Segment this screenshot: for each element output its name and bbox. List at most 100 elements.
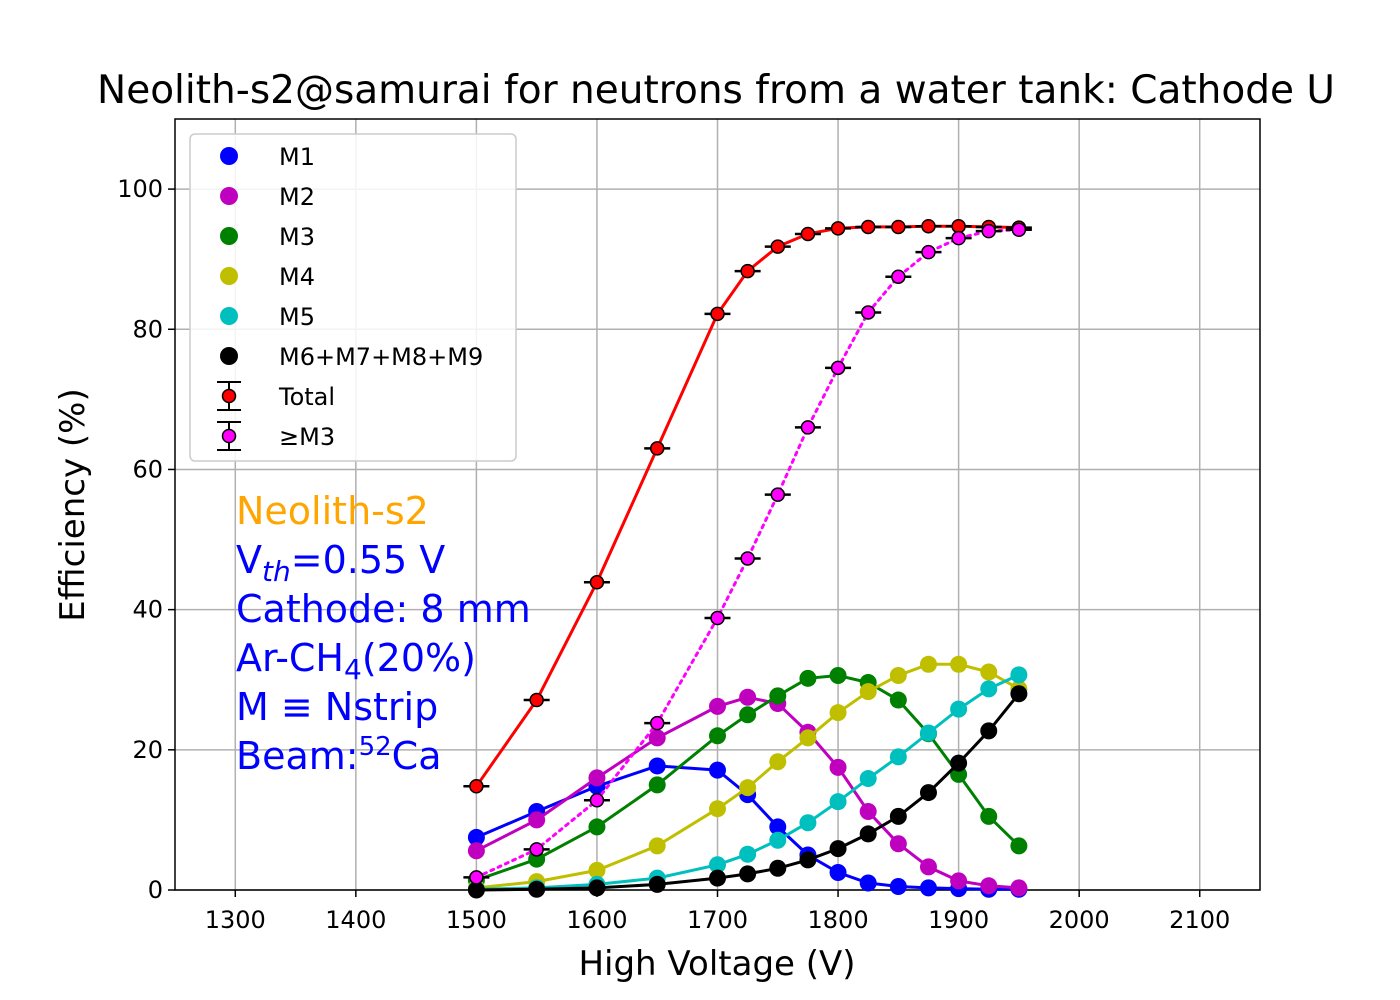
legend-label: M2 xyxy=(279,183,315,211)
data-point xyxy=(799,729,817,747)
x-tick-label: 1600 xyxy=(566,906,627,934)
data-point xyxy=(740,551,755,566)
data-point xyxy=(829,758,847,776)
x-tick-label: 1700 xyxy=(687,906,748,934)
data-point xyxy=(769,818,787,836)
y-tick-label: 100 xyxy=(117,175,163,203)
x-axis-label: High Voltage (V) xyxy=(578,944,855,984)
legend-marker xyxy=(220,187,238,205)
legend-marker xyxy=(220,267,238,285)
data-point xyxy=(769,753,787,771)
legend-label: M3 xyxy=(279,223,315,251)
data-point xyxy=(588,769,606,787)
data-point xyxy=(889,667,907,685)
data-point xyxy=(588,879,606,897)
data-point xyxy=(981,223,996,239)
data-point xyxy=(889,835,907,853)
data-point xyxy=(469,870,484,885)
data-point xyxy=(980,722,998,740)
legend-label: M6+M7+M8+M9 xyxy=(279,343,483,371)
data-point xyxy=(950,700,968,718)
data-point xyxy=(1010,837,1028,855)
data-point xyxy=(739,865,757,883)
y-tick-label: 80 xyxy=(132,315,163,343)
legend-marker xyxy=(220,307,238,325)
legend-marker xyxy=(220,147,238,165)
data-point xyxy=(710,306,725,322)
data-point xyxy=(889,691,907,709)
data-point xyxy=(588,818,606,836)
x-tick-label: 2000 xyxy=(1049,906,1110,934)
annotation-threshold: Vth=0.55 V xyxy=(236,538,445,588)
data-point xyxy=(588,861,606,879)
data-point xyxy=(710,610,725,626)
data-point xyxy=(739,706,757,724)
data-point xyxy=(769,687,787,705)
legend: M1 M2 M3 M4 M5 M6+M7+M8+M9 Total ≥M3 xyxy=(189,133,517,462)
data-point xyxy=(859,770,877,788)
legend-item: M3 xyxy=(220,223,315,251)
data-point xyxy=(739,779,757,797)
legend-label: M5 xyxy=(279,303,315,331)
data-point xyxy=(829,793,847,811)
data-point xyxy=(919,879,937,897)
data-point xyxy=(648,776,666,794)
data-point xyxy=(529,692,544,708)
data-point xyxy=(1011,222,1027,237)
data-point xyxy=(859,825,877,843)
annotation-m-definition: M ≡ Nstrip xyxy=(236,685,438,729)
legend-marker xyxy=(221,388,237,404)
x-tick-label: 1800 xyxy=(808,906,869,934)
data-point xyxy=(649,441,665,456)
data-point xyxy=(921,244,936,260)
data-point xyxy=(830,360,846,376)
series-m6-m7-m8-m9 xyxy=(467,685,1028,899)
y-tick-label: 20 xyxy=(132,736,163,764)
data-point xyxy=(648,875,666,893)
data-point xyxy=(649,715,665,731)
data-point xyxy=(589,575,605,590)
data-point xyxy=(648,837,666,855)
x-tick-label: 1900 xyxy=(928,906,989,934)
data-point xyxy=(980,877,998,895)
x-tick-label: 1400 xyxy=(325,906,386,934)
legend-marker xyxy=(221,428,237,444)
data-point xyxy=(467,842,485,860)
x-tick-label: 1500 xyxy=(446,906,507,934)
data-point xyxy=(800,420,816,435)
data-point xyxy=(709,727,726,745)
data-point xyxy=(709,697,726,715)
data-point xyxy=(951,218,966,234)
legend-item: Total xyxy=(217,381,335,411)
legend-item: M4 xyxy=(220,263,315,291)
data-point xyxy=(589,793,605,808)
data-point xyxy=(980,680,998,698)
data-point xyxy=(829,704,847,722)
series-line xyxy=(474,228,1021,879)
x-tick-label: 1300 xyxy=(205,906,266,934)
data-point xyxy=(950,872,968,890)
data-point xyxy=(1010,666,1028,684)
data-point xyxy=(799,851,817,869)
data-point xyxy=(739,688,757,706)
data-point xyxy=(1010,879,1028,897)
y-tick-label: 60 xyxy=(132,455,163,483)
data-point xyxy=(829,840,847,858)
y-tick-label: 40 xyxy=(132,596,163,624)
data-point xyxy=(889,748,907,766)
data-point xyxy=(950,655,968,673)
data-point xyxy=(1010,685,1028,703)
annotation-detector: Neolith-s2 xyxy=(236,489,429,533)
legend-item: M2 xyxy=(220,183,315,211)
y-tick-label: 0 xyxy=(148,876,163,904)
legend-marker xyxy=(220,227,238,245)
data-point xyxy=(799,814,817,832)
legend-label: M1 xyxy=(279,143,315,171)
data-point xyxy=(740,263,755,279)
data-point xyxy=(709,800,726,818)
annotation-box: Neolith-s2 Vth=0.55 V Cathode: 8 mm Ar-C… xyxy=(236,489,531,778)
data-point xyxy=(830,221,846,236)
legend-frame xyxy=(189,133,517,462)
legend-item: M5 xyxy=(220,303,315,331)
